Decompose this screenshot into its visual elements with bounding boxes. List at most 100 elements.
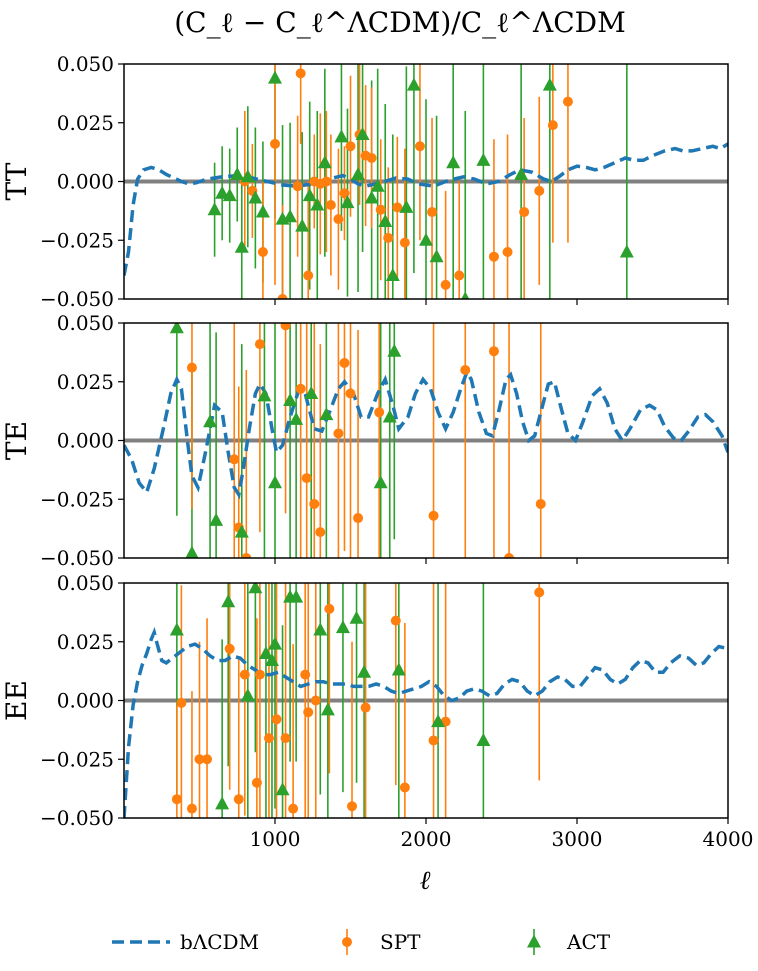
- spt-point: [288, 803, 299, 814]
- spt-point: [399, 782, 410, 793]
- spt-point: [460, 365, 471, 375]
- act-point: [248, 583, 263, 594]
- act-point: [476, 152, 491, 166]
- act-point: [234, 239, 249, 253]
- plot-area: [124, 583, 728, 818]
- act-point: [289, 411, 304, 425]
- spt-point: [360, 702, 371, 713]
- spt-point: [375, 204, 386, 215]
- legend-triangle-icon: [527, 934, 541, 948]
- legend-label: bΛCDM: [180, 930, 259, 954]
- legend-circle-icon: [342, 937, 352, 947]
- spt-point: [315, 527, 326, 538]
- x-tick-label: 2000: [401, 827, 452, 851]
- act-point: [391, 662, 406, 676]
- spt-point: [534, 587, 545, 598]
- y-tick-label: 0.025: [57, 111, 114, 135]
- act-point: [215, 185, 230, 199]
- x-tick-label: 4000: [703, 827, 754, 851]
- act-point: [169, 622, 184, 636]
- legend-item-spt: SPT: [342, 929, 421, 955]
- panel-label: EE: [0, 680, 33, 721]
- spt-point: [309, 498, 320, 509]
- act-point: [313, 622, 328, 636]
- spt-point: [333, 428, 344, 439]
- spt-point: [233, 794, 244, 805]
- act-point: [295, 218, 310, 232]
- act-point: [255, 204, 270, 218]
- legend-label: SPT: [380, 930, 421, 954]
- plot-area: [124, 64, 728, 299]
- spt-point: [535, 498, 546, 509]
- y-tick-label: 0.000: [57, 170, 114, 194]
- spt-point: [399, 237, 410, 248]
- spt-point: [333, 214, 344, 225]
- act-point: [387, 343, 402, 357]
- act-point: [203, 414, 218, 428]
- spt-point: [547, 120, 558, 131]
- act-point: [446, 155, 461, 169]
- spt-point: [339, 188, 350, 199]
- act-point: [335, 620, 350, 634]
- act-point: [334, 129, 349, 143]
- spt-point: [440, 279, 451, 290]
- panel-label: TT: [0, 162, 33, 200]
- act-point: [317, 155, 332, 169]
- act-point: [382, 409, 397, 423]
- y-tick-label: 0.025: [57, 630, 114, 654]
- model-curve: [124, 368, 728, 500]
- spt-point: [383, 232, 394, 243]
- model-curve: [124, 626, 728, 818]
- y-tick-label: −0.050: [40, 546, 114, 570]
- spt-point: [534, 185, 545, 196]
- spt-point: [194, 754, 205, 765]
- spt-point: [277, 294, 288, 299]
- act-point: [169, 323, 184, 334]
- y-tick-label: −0.050: [40, 287, 114, 311]
- act-point: [289, 589, 304, 603]
- y-tick-label: 0.000: [57, 429, 114, 453]
- act-point: [542, 77, 557, 91]
- spt-point: [374, 407, 385, 418]
- spt-point: [229, 454, 240, 465]
- act-point: [429, 249, 444, 263]
- spt-point: [301, 473, 312, 484]
- act-point: [406, 77, 421, 91]
- spt-point: [280, 733, 291, 744]
- act-point: [364, 190, 379, 204]
- panel-ee: −0.050 −0.025 0.000 0.025 0.050 1000 2000 3000 4…: [0, 571, 754, 851]
- act-point: [419, 232, 433, 246]
- act-point: [230, 166, 245, 180]
- act-point: [302, 188, 317, 202]
- act-point: [248, 190, 263, 204]
- act-point: [355, 127, 370, 140]
- spt-point: [504, 553, 515, 558]
- act-point: [619, 244, 634, 258]
- x-tick-label: 3000: [552, 827, 603, 851]
- act-point: [222, 188, 237, 202]
- spt-point: [519, 207, 530, 218]
- spt-point: [321, 176, 332, 187]
- act-point: [476, 732, 491, 746]
- spt-point: [295, 68, 306, 79]
- spt-point: [254, 339, 265, 350]
- spt-point: [454, 270, 465, 281]
- y-tick-label: −0.050: [40, 806, 114, 830]
- y-tick-label: −0.025: [40, 228, 114, 252]
- spt-point: [325, 200, 336, 210]
- act-point: [319, 407, 334, 421]
- act-point: [378, 213, 393, 227]
- act-point: [234, 524, 249, 538]
- spt-point: [280, 323, 291, 331]
- act-point: [349, 610, 364, 624]
- legend-label: ACT: [566, 930, 611, 954]
- spt-point: [186, 362, 197, 373]
- spt-point: [390, 615, 401, 626]
- act-point: [185, 545, 199, 558]
- spt-point: [414, 141, 425, 152]
- spt-point: [300, 669, 311, 680]
- act-point: [370, 178, 385, 192]
- act-point: [283, 393, 298, 407]
- spt-point: [427, 207, 438, 218]
